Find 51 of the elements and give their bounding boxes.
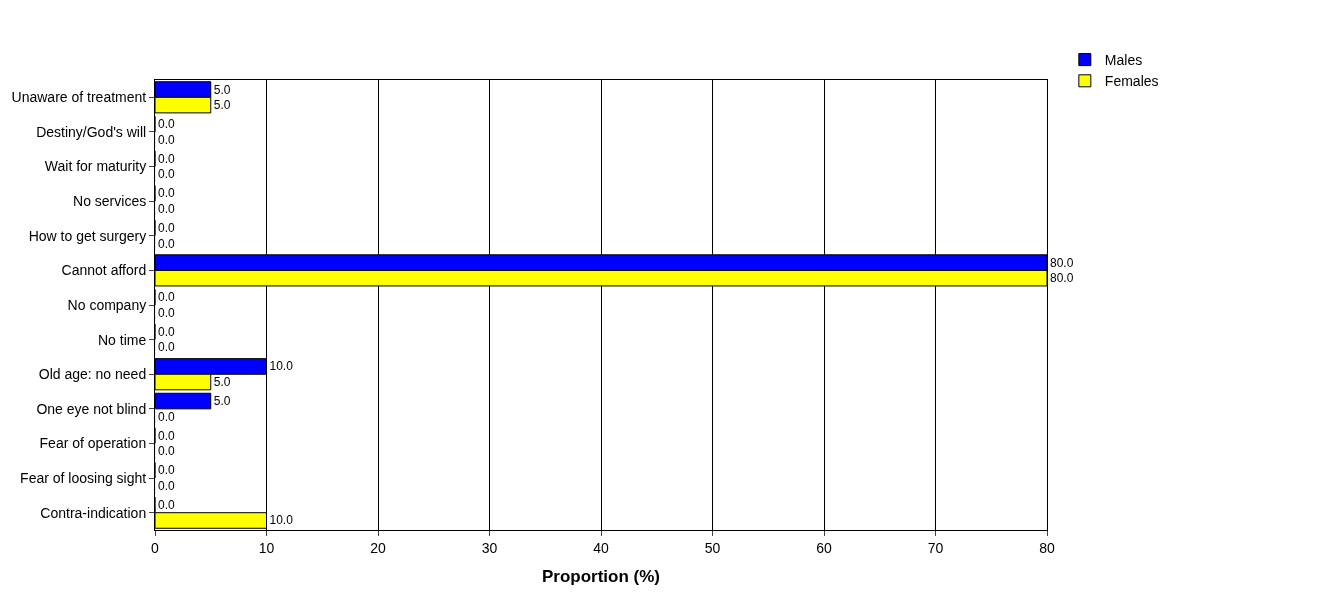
data-label: 0.0 xyxy=(158,236,176,251)
data-label: 0.0 xyxy=(158,324,176,339)
x-tick-label: 30 xyxy=(481,539,498,556)
x-tick-label: 20 xyxy=(370,539,386,556)
data-label: 0.0 xyxy=(158,305,176,320)
data-label: 5.0 xyxy=(213,375,231,390)
x-tick-label: 50 xyxy=(704,539,721,556)
x-tick-label: 60 xyxy=(816,539,832,556)
data-label: 0.0 xyxy=(158,167,176,182)
y-tick-label: No services xyxy=(73,193,147,210)
y-tick-label: Wait for maturity xyxy=(44,158,147,175)
data-label: 0.0 xyxy=(158,497,176,512)
y-tick-label: How to get surgery xyxy=(28,227,147,244)
y-tick-label: Old age: no need xyxy=(38,366,147,383)
x-tick-label: 70 xyxy=(927,539,944,556)
legend-label: Females xyxy=(1104,73,1159,90)
data-label: 0.0 xyxy=(158,201,176,216)
y-tick-label: Cannot afford xyxy=(61,262,147,279)
y-tick-label: Fear of operation xyxy=(39,435,147,452)
data-label: 0.0 xyxy=(158,478,176,493)
data-label: 0.0 xyxy=(158,428,176,443)
data-label: 0.0 xyxy=(158,463,176,478)
data-label: 10.0 xyxy=(269,513,294,528)
data-label: 80.0 xyxy=(1050,255,1074,270)
y-tick-label: Unaware of treatment xyxy=(11,89,147,106)
x-tick-label: 80 xyxy=(1039,539,1055,556)
data-label: 0.0 xyxy=(158,409,176,424)
x-tick-label: 40 xyxy=(593,539,609,556)
y-tick-label: Destiny/God's will xyxy=(36,123,147,140)
data-label: 5.0 xyxy=(213,98,231,113)
data-label: 0.0 xyxy=(158,151,176,166)
y-tick-label: No time xyxy=(97,331,147,348)
data-label: 0.0 xyxy=(158,186,176,201)
data-label: 0.0 xyxy=(158,220,176,235)
data-label: 5.0 xyxy=(213,82,231,97)
data-label: 0.0 xyxy=(158,340,176,355)
data-label: 0.0 xyxy=(158,117,176,132)
y-tick-label: One eye not blind xyxy=(36,400,147,417)
data-label: 10.0 xyxy=(269,359,294,374)
data-label: 0.0 xyxy=(158,132,176,147)
data-label: 80.0 xyxy=(1050,271,1074,286)
x-tick-label: 10 xyxy=(258,539,275,556)
data-label: 0.0 xyxy=(158,444,176,459)
x-tick-label: 0 xyxy=(151,539,160,556)
x-axis-title: Proportion (%) xyxy=(541,567,661,587)
y-tick-label: Contra-indication xyxy=(40,504,147,521)
data-label: 0.0 xyxy=(158,290,176,305)
y-tick-label: Fear of loosing sight xyxy=(20,469,147,486)
y-tick-label: No company xyxy=(67,296,147,313)
data-label: 5.0 xyxy=(213,394,231,409)
legend-label: Males xyxy=(1104,52,1143,69)
